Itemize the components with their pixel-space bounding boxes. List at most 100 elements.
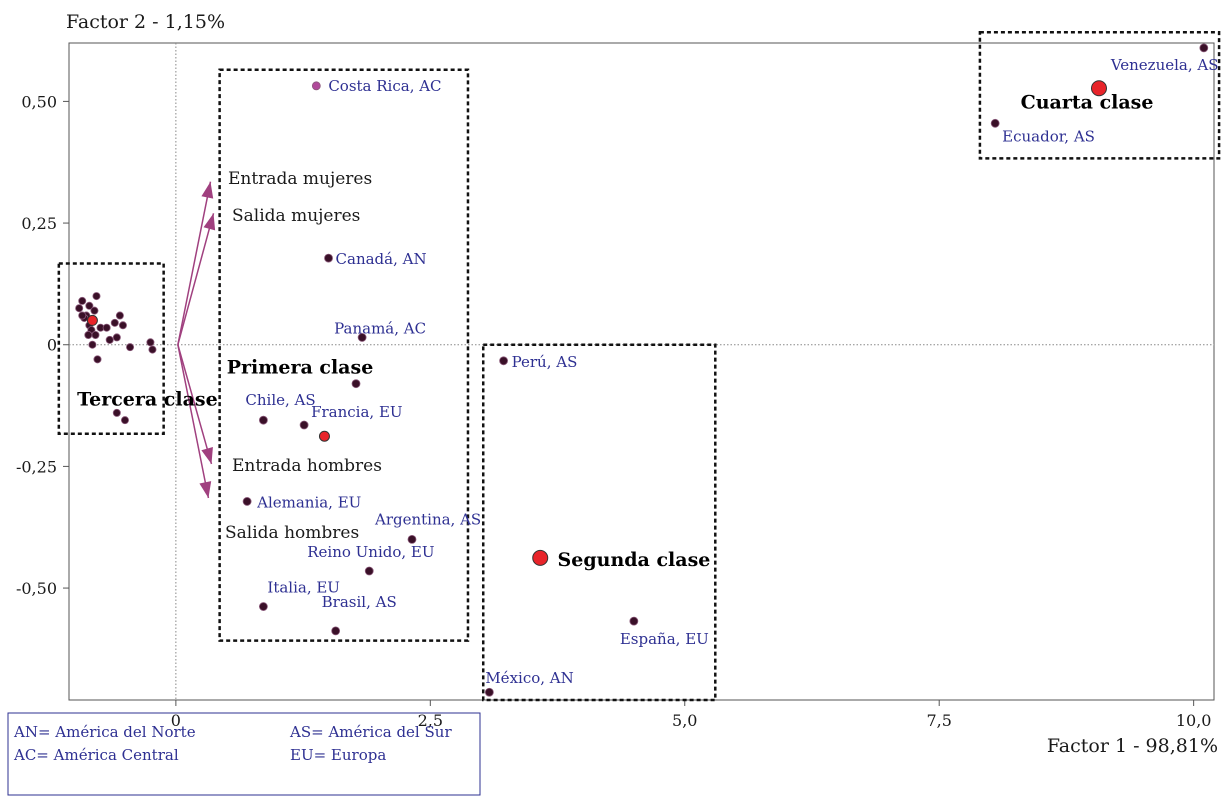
class-box-primera-clase: [218, 68, 470, 642]
cluster-point: [126, 343, 135, 352]
point-label-canada-an: Canadá, AN: [336, 250, 427, 268]
point-francia-eu: [299, 420, 309, 430]
cluster-point: [75, 304, 84, 313]
arrow-salida-hombres: [177, 344, 210, 499]
point-label-peru-as: Perú, AS: [512, 353, 578, 371]
variable-arrows: Entrada mujeres Salida mujeres Entrada hom…: [177, 169, 382, 543]
point-ecuador-as: [990, 118, 1000, 128]
y-axis-title: Factor 2 - 1,15%: [66, 11, 225, 33]
point-alemania-eu: [242, 497, 252, 506]
region-legend: AN= América del Norte AS= América del Su…: [7, 712, 481, 796]
y-tick-label: -0,25: [16, 457, 57, 476]
point-label-mexico-an: México, AN: [485, 669, 573, 687]
point-mexico-an: [484, 687, 494, 697]
point-peru-as: [499, 356, 508, 366]
point-label-francia-eu: Francia, EU: [311, 403, 402, 421]
class-label-cuarta-clase: Cuarta clase: [1021, 91, 1154, 113]
point-chile-as: [258, 415, 268, 425]
variable-label-entrada-hombres: Entrada hombres: [232, 456, 382, 476]
point-label-reino-unido-eu: Reino Unido, EU: [307, 543, 434, 561]
legend-entry-an: AN= América del Norte: [13, 723, 196, 741]
x-tick-label: 10,0: [1176, 711, 1212, 730]
centroid-tercera-clase: [86, 314, 98, 326]
point-label-venezuela-as: Venezuela, AS: [1110, 56, 1219, 74]
point-brasil-as: [331, 626, 341, 636]
legend-entry-as: AS= América del Sur: [289, 723, 452, 741]
class-box-cuarta-clase: [978, 31, 1221, 160]
point-label-italia-eu: Italia, EU: [267, 579, 340, 597]
cluster-point: [102, 323, 111, 332]
cluster-point: [146, 338, 155, 347]
cluster-point: [110, 318, 119, 327]
centroid-cuarta-clase: [1090, 80, 1107, 97]
cluster-point: [88, 340, 97, 349]
x-tick-label: 0: [171, 711, 181, 730]
cluster-point: [92, 292, 101, 301]
x-tick-label: 7,5: [926, 711, 951, 730]
point-venezuela-as: [1199, 43, 1209, 53]
cluster-point: [93, 355, 102, 364]
point-label-chile-as: Chile, AS: [245, 391, 315, 409]
cluster-point: [85, 301, 94, 310]
cluster-point: [105, 335, 114, 344]
cluster-point: [78, 311, 87, 320]
arrow-entrada-hombres: [177, 344, 213, 465]
cluster-point: [112, 408, 121, 417]
cluster-point: [148, 345, 157, 354]
y-tick-label: -0,50: [16, 579, 57, 598]
arrow-head-entrada-mujeres: [201, 181, 214, 199]
arrow-head-salida-hombres: [199, 481, 212, 499]
point-label-brasil-as: Brasil, AS: [322, 593, 397, 611]
arrow-salida-mujeres: [177, 213, 215, 345]
cluster-point: [84, 330, 93, 339]
point-label-panama-ac: Panamá, AC: [334, 319, 426, 337]
point-label-costa-rica-ac: Costa Rica, AC: [328, 77, 441, 95]
cluster-point: [120, 416, 129, 425]
x-tick-label: 2,5: [418, 711, 443, 730]
legend-entry-ac: AC= América Central: [13, 746, 179, 764]
class-label-tercera-clase: Tercera clase: [77, 388, 218, 410]
variable-label-entrada-mujeres: Entrada mujeres: [228, 169, 372, 189]
class-label-segunda-clase: Segunda clase: [558, 549, 711, 571]
x-axis-ticks: 0 2,5 5,0 7,5 10,0: [171, 700, 1212, 730]
cluster-point: [90, 306, 99, 315]
point-panama-ac: [357, 333, 367, 342]
class-box-segunda-clase: [481, 343, 717, 702]
arrow-head-entrada-hombres: [201, 446, 213, 464]
point-unlabeled: [351, 379, 361, 389]
class-label-primera-clase: Primera clase: [227, 357, 374, 379]
y-tick-label: 0: [47, 336, 57, 355]
x-axis-title: Factor 1 - 98,81%: [1047, 735, 1218, 757]
legend-frame: [7, 712, 481, 796]
point-reino-unido-eu: [364, 566, 374, 576]
arrow-head-salida-mujeres: [203, 213, 216, 231]
point-espana-eu: [629, 616, 639, 626]
centroid-primera-clase: [318, 430, 330, 442]
class-box-tercera-clase: [57, 262, 165, 436]
legend-entry-eu: EU= Europa: [290, 746, 386, 764]
point-label-ecuador-as: Ecuador, AS: [1002, 127, 1095, 145]
cluster-point: [91, 330, 100, 339]
point-costa-rica-ac: [311, 81, 321, 91]
cluster-point: [118, 321, 127, 330]
point-label-alemania-eu: Alemania, EU: [256, 493, 361, 511]
y-axis-ticks: 0,50 0,25 0 -0,25 -0,50: [16, 92, 69, 598]
cluster-point: [78, 296, 87, 305]
point-canada-an: [324, 253, 333, 263]
point-label-espana-eu: España, EU: [620, 630, 709, 648]
point-argentina-as: [407, 535, 417, 544]
y-tick-label: 0,50: [21, 92, 57, 111]
cluster-point: [115, 311, 124, 320]
class-boxes: [57, 31, 1221, 702]
class-centroids: [86, 80, 1107, 566]
variable-label-salida-mujeres: Salida mujeres: [232, 206, 360, 226]
centroid-segunda-clase: [532, 549, 549, 566]
x-tick-label: 5,0: [672, 711, 697, 730]
point-label-argentina-as: Argentina, AS: [374, 510, 481, 528]
y-tick-label: 0,25: [21, 214, 57, 233]
data-points: [75, 43, 1209, 697]
arrow-entrada-mujeres: [177, 181, 212, 345]
point-italia-eu: [258, 602, 268, 611]
point-labels: Venezuela, AS Ecuador, AS Costa Rica, AC Ca…: [77, 56, 1218, 687]
